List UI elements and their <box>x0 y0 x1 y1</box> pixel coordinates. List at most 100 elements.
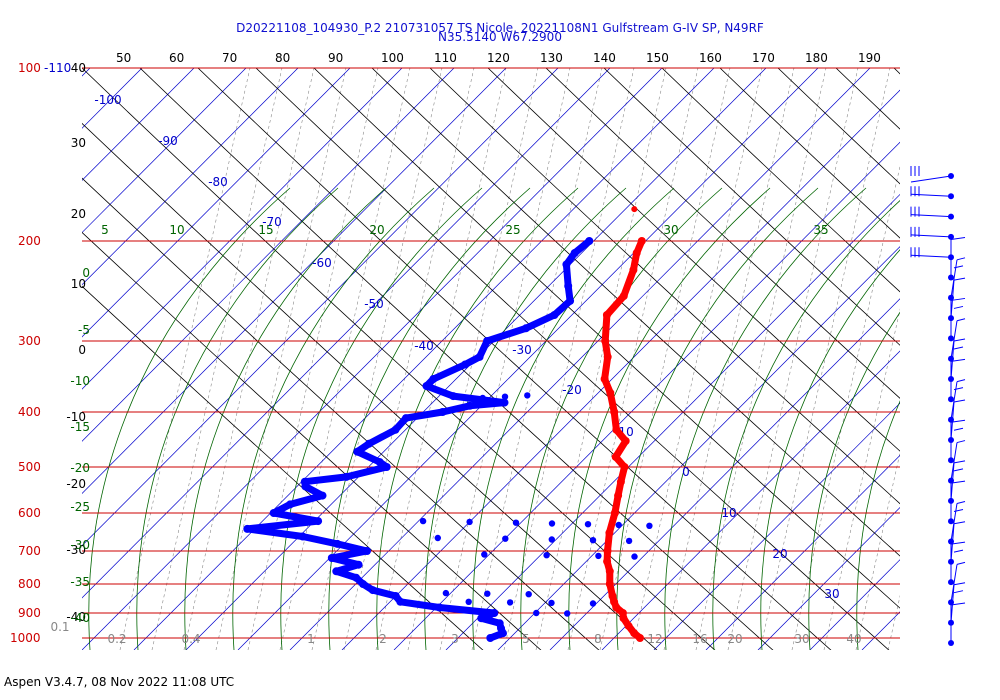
top-axis-label: 90 <box>328 51 343 65</box>
dewpoint-point <box>301 482 310 491</box>
dewpoint-point <box>521 324 530 333</box>
isotherm-label: -30 <box>512 343 532 357</box>
dewpoint-scatter-point <box>625 537 633 545</box>
dewpoint-point <box>562 260 571 269</box>
wind-barb <box>910 186 954 200</box>
wind-barb-shaft <box>950 503 958 542</box>
mixing-ratio-line <box>759 68 891 650</box>
wind-barb-feather <box>956 500 966 504</box>
dewpoint-scatter-point <box>548 520 556 527</box>
mixing-ratio-line <box>855 451 900 650</box>
dewpoint-point <box>354 560 363 569</box>
mixing-ratio-line <box>151 68 283 650</box>
wind-barb <box>910 166 954 183</box>
pressure-label: 300 <box>18 334 41 348</box>
isotherm-line <box>0 68 38 650</box>
moist-adiabat-label: -15 <box>70 420 90 434</box>
dewpoint-point <box>318 491 327 500</box>
wind-barb-station <box>948 518 954 525</box>
moist-adiabat-label: -40 <box>70 611 90 625</box>
dewpoint-scatter-point <box>479 394 486 402</box>
moist-adiabat-line <box>712 200 900 650</box>
isotherm-line <box>82 68 611 599</box>
moist-adiabat-line <box>616 187 819 650</box>
mixing-ratio-line <box>471 68 603 650</box>
wind-barb-feather <box>953 346 964 350</box>
dewpoint-point <box>477 614 486 623</box>
dry-adiabat-line <box>545 68 900 399</box>
wind-barb-shaft <box>950 320 958 359</box>
mixing-ratio-line <box>375 68 507 650</box>
wind-barb-feather <box>953 468 964 472</box>
moist-adiabat-label: 15 <box>258 223 273 237</box>
dewpoint-scatter-point <box>525 591 532 598</box>
wind-barb-feather <box>953 265 964 269</box>
dewpoint-point <box>352 573 361 582</box>
top-axis-label: 160 <box>699 51 722 65</box>
wind-barb-feather <box>953 387 964 391</box>
pressure-label: 600 <box>18 506 41 520</box>
wind-barb-station <box>948 579 954 586</box>
top-axis-label: 150 <box>646 51 669 65</box>
dewpoint-point <box>422 382 431 390</box>
wind-barb-feather <box>953 399 966 403</box>
wind-barb-feather <box>956 318 966 322</box>
isotherm-label: -70 <box>262 215 282 229</box>
mixing-ratio-label: 5 <box>522 632 530 646</box>
wind-barb-shaft <box>950 259 958 298</box>
isotherm-label: 30 <box>824 587 839 601</box>
isotherm-line <box>237 68 819 650</box>
dry-adiabat-line <box>82 122 658 650</box>
moist-adiabat-label: -35 <box>70 575 90 589</box>
dewpoint-scatter-point <box>466 518 473 526</box>
pressure-label: 400 <box>18 405 41 419</box>
dewpoint-point <box>566 296 575 305</box>
wind-barb-feather <box>956 440 966 444</box>
dry-adiabat-line <box>661 68 900 293</box>
dewpoint-point <box>449 392 458 401</box>
wind-barb-feather <box>956 561 966 565</box>
mixing-ratio-line <box>920 68 1000 650</box>
moist-adiabat-line <box>280 187 483 650</box>
moist-adiabat-line <box>424 187 627 650</box>
dewpoint-scatter-point <box>615 521 622 529</box>
dry-adiabat-line <box>487 68 900 452</box>
dry-adiabat-line <box>952 68 1000 700</box>
moist-adiabat-label: 5 <box>101 223 109 237</box>
mixing-ratio-line <box>119 68 251 650</box>
pressure-label: -110 <box>44 61 71 75</box>
dewpoint-line <box>243 238 592 642</box>
wind-barb-feather <box>950 541 966 545</box>
dewpoint-point <box>314 517 323 526</box>
isotherm-line <box>82 68 351 338</box>
isotherm-line <box>705 454 900 650</box>
isotherm-line <box>82 68 195 181</box>
moist-adiabat-line <box>808 311 900 650</box>
wind-barb-shaft <box>910 214 952 218</box>
mixing-ratio-label: 8 <box>594 632 602 646</box>
isotherm-line <box>757 507 900 650</box>
isotherm-label: -50 <box>364 297 384 311</box>
wind-barbs <box>910 166 966 646</box>
dewpoint-scatter-point <box>465 598 472 605</box>
dry-adiabat-line <box>603 68 900 346</box>
moist-adiabat-label: 35 <box>813 223 828 237</box>
top-axis-label: 180 <box>805 51 828 65</box>
pressure-label: 1000 <box>10 631 41 645</box>
wind-barb <box>948 358 966 403</box>
plot-grid <box>0 68 1000 700</box>
pressure-label: 200 <box>18 234 41 248</box>
wind-barb-feather <box>950 419 966 423</box>
left-axis-label: 10 <box>71 277 86 291</box>
wind-barb-feather <box>953 521 966 525</box>
dry-adiabat-line <box>313 68 900 609</box>
dewpoint-scatter-point <box>481 551 488 558</box>
moist-adiabat-line <box>136 187 339 650</box>
wind-barb-feather <box>953 582 966 586</box>
isotherm-label: 20 <box>772 547 787 561</box>
dewpoint-point <box>435 603 444 612</box>
wind-barb-feather <box>953 427 964 431</box>
wind-barb-feather <box>950 602 966 606</box>
